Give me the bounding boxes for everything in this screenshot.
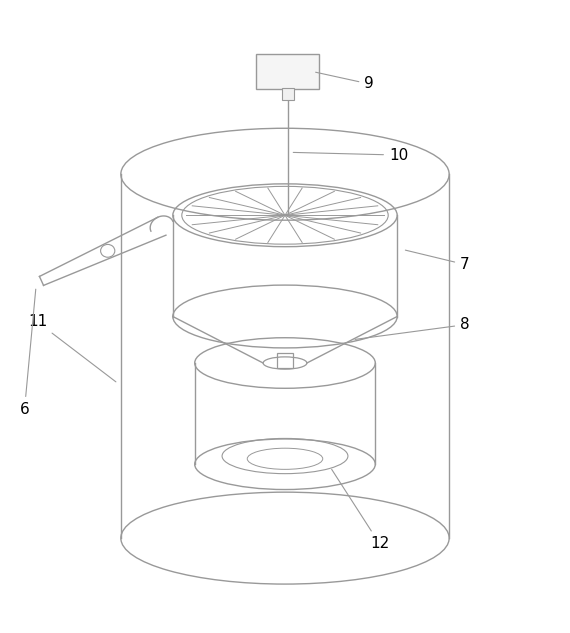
Bar xyxy=(282,89,294,101)
Bar xyxy=(278,353,292,368)
Text: 12: 12 xyxy=(332,469,389,551)
Text: 10: 10 xyxy=(293,147,408,163)
Bar xyxy=(256,54,319,89)
Text: 9: 9 xyxy=(316,72,374,91)
Text: 7: 7 xyxy=(405,250,470,272)
Text: 8: 8 xyxy=(355,317,470,339)
Text: 11: 11 xyxy=(28,315,116,382)
Text: 6: 6 xyxy=(19,289,36,417)
